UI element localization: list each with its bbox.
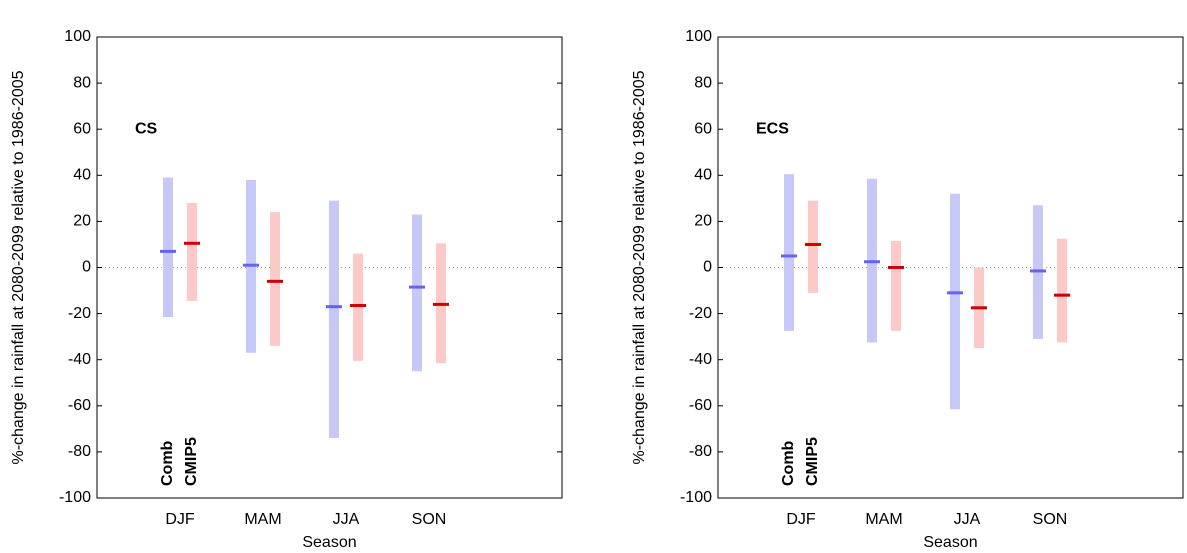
median-marker — [781, 254, 797, 258]
legend-label: Comb — [780, 440, 797, 486]
median-marker — [409, 285, 425, 289]
y-tick-label: 0 — [82, 259, 91, 276]
x-tick-label: MAM — [244, 511, 281, 528]
range-bar — [329, 200, 339, 439]
y-tick-label: -100 — [59, 489, 91, 506]
y-tick-label: -60 — [68, 397, 91, 414]
range-bar — [187, 202, 197, 301]
y-tick-label: -100 — [680, 489, 712, 506]
median-marker — [1054, 293, 1070, 297]
range-bar — [412, 214, 422, 372]
y-tick-label: 0 — [703, 259, 712, 276]
median-marker — [971, 306, 987, 310]
y-axis-label: %-change in rainfall at 2080-2099 relati… — [631, 70, 648, 464]
y-tick-label: 80 — [73, 74, 91, 91]
median-marker — [326, 305, 342, 309]
median-marker — [805, 242, 821, 246]
x-axis-label: Season — [923, 534, 977, 551]
median-marker — [350, 304, 366, 308]
x-axis-label: Season — [302, 534, 356, 551]
y-tick-label: 40 — [73, 167, 91, 184]
x-tick-label: JJA — [954, 511, 981, 528]
x-tick-label: DJF — [786, 511, 816, 528]
range-bar — [950, 193, 960, 410]
x-tick-label: JJA — [333, 511, 360, 528]
median-marker — [1030, 269, 1046, 273]
range-bar — [784, 174, 794, 331]
y-tick-label: -20 — [68, 305, 91, 322]
median-marker — [160, 249, 176, 253]
x-tick-label: SON — [412, 511, 447, 528]
median-marker — [267, 279, 283, 283]
median-marker — [888, 266, 904, 269]
y-tick-label: 80 — [694, 74, 712, 91]
x-tick-label: DJF — [165, 511, 195, 528]
legend-label: Comb — [159, 440, 176, 486]
median-marker — [433, 302, 449, 306]
y-tick-label: -20 — [689, 305, 712, 322]
range-bar — [353, 253, 363, 361]
x-tick-label: MAM — [865, 511, 902, 528]
y-tick-label: -40 — [689, 351, 712, 368]
y-tick-label: 20 — [73, 213, 91, 230]
range-bar — [270, 212, 280, 346]
range-bar — [808, 200, 818, 293]
annotation: ECS — [756, 120, 789, 137]
y-axis-label: %-change in rainfall at 2080-2099 relati… — [10, 70, 27, 464]
legend-label: CMIP5 — [183, 437, 200, 486]
range-bar — [163, 177, 173, 318]
y-tick-label: -80 — [68, 443, 91, 460]
median-marker — [243, 263, 259, 267]
median-marker — [947, 291, 963, 295]
range-bar — [891, 240, 901, 331]
y-tick-label: 100 — [685, 28, 712, 45]
y-tick-label: -60 — [689, 397, 712, 414]
y-tick-label: 100 — [64, 28, 91, 45]
y-tick-label: 60 — [73, 120, 91, 137]
legend-label: CMIP5 — [804, 437, 821, 486]
x-tick-label: SON — [1033, 511, 1068, 528]
median-marker — [864, 260, 880, 264]
annotation: CS — [135, 120, 158, 137]
y-tick-label: -80 — [689, 443, 712, 460]
y-tick-label: -40 — [68, 351, 91, 368]
y-tick-label: 40 — [694, 167, 712, 184]
median-marker — [184, 241, 200, 245]
y-tick-label: 20 — [694, 213, 712, 230]
y-tick-label: 60 — [694, 120, 712, 137]
range-bar — [1057, 238, 1067, 343]
